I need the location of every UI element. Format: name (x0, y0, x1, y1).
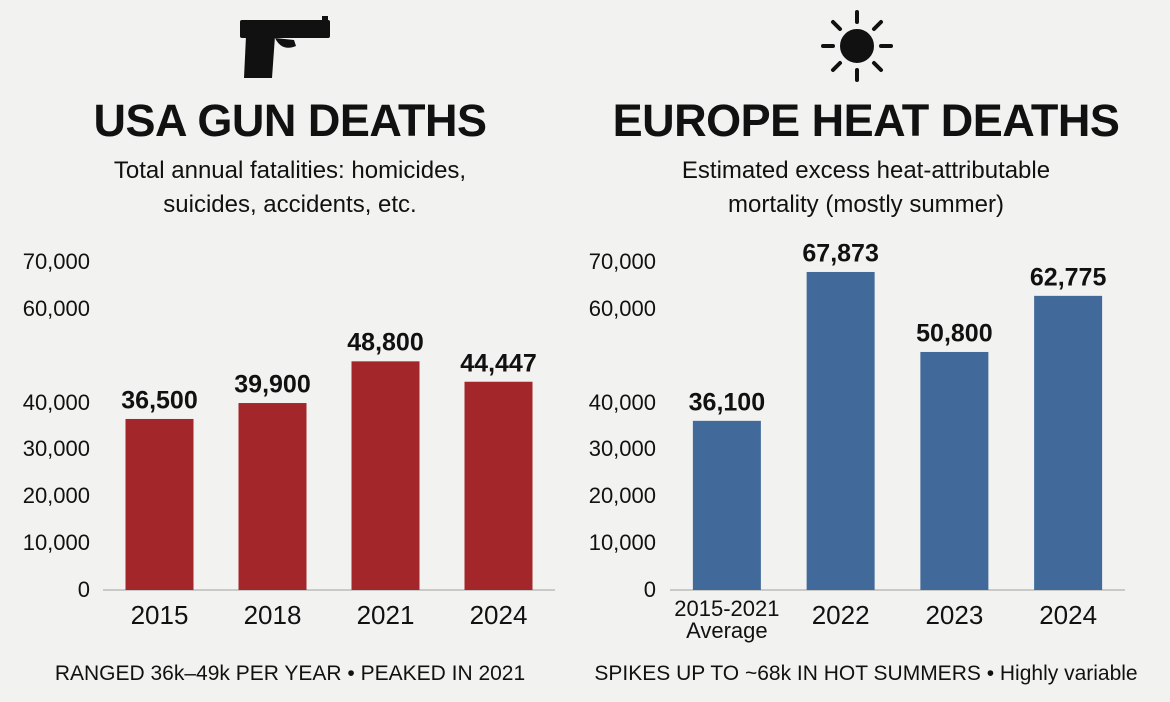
x-tick-label: 2015 (130, 600, 189, 630)
x-tick-label: 2015-2021 Average (674, 596, 780, 643)
bar (692, 420, 761, 590)
y-tick-label: 10,000 (588, 530, 656, 556)
x-tick-label: 2024 (1039, 600, 1098, 630)
value-label: 62,775 (1029, 263, 1107, 292)
bar (1034, 295, 1103, 590)
chart-subtitle: Estimated excess heat-attributable morta… (681, 157, 1051, 218)
gun-icon (240, 16, 330, 78)
sun-icon (821, 10, 893, 82)
y-tick-label: 40,000 (588, 389, 656, 415)
value-label: 67,873 (802, 239, 879, 268)
bar (351, 361, 420, 590)
x-tick-label: 2023 (925, 600, 984, 630)
y-tick-label: 60,000 (22, 295, 90, 321)
value-label: 36,500 (121, 386, 198, 415)
y-tick-label: 30,000 (22, 436, 90, 462)
bar (806, 271, 875, 590)
y-tick-label: 40,000 (22, 389, 90, 415)
y-tick-label: 0 (77, 576, 90, 602)
footnote: RANGED 36k–49k PER YEAR • PEAKED IN 2021 (54, 662, 526, 685)
y-tick-label: 20,000 (588, 483, 656, 509)
chart-title: USA GUN DEATHS (93, 95, 487, 146)
bar (238, 403, 307, 590)
y-tick-label: 0 (643, 576, 656, 602)
bar (464, 381, 533, 590)
chart-title: EUROPE HEAT DEATHS (612, 95, 1120, 146)
y-tick-label: 60,000 (588, 295, 656, 321)
chart-subtitle: Total annual fatalities: homicides, suic… (113, 157, 467, 218)
x-tick-label: 2022 (811, 600, 870, 630)
x-tick-label: 2021 (356, 600, 415, 630)
value-label: 50,800 (916, 319, 993, 348)
y-tick-label: 30,000 (588, 436, 656, 462)
y-tick-label: 70,000 (22, 248, 90, 274)
value-label: 44,447 (460, 349, 537, 378)
footnote: SPIKES UP TO ~68k IN HOT SUMMERS • Highl… (594, 662, 1138, 685)
bar (125, 418, 194, 590)
y-tick-label: 10,000 (22, 530, 90, 556)
y-tick-label: 70,000 (588, 248, 656, 274)
value-label: 48,800 (347, 328, 424, 357)
bar (920, 351, 989, 590)
x-tick-label: 2018 (243, 600, 302, 630)
value-label: 39,900 (234, 370, 311, 399)
value-label: 36,100 (688, 388, 766, 417)
x-tick-label: 2024 (469, 600, 528, 630)
y-tick-label: 20,000 (22, 483, 90, 509)
